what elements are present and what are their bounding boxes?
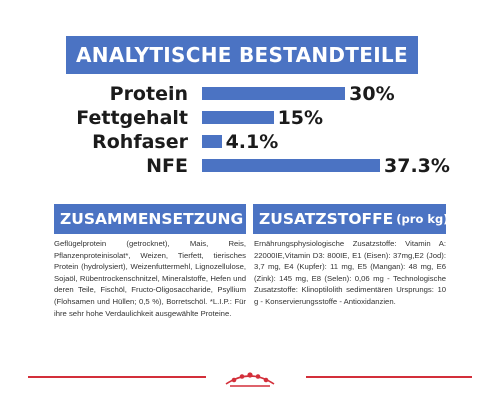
nutrient-bar: [202, 111, 274, 124]
nutrient-label: Rohfaser: [92, 131, 188, 153]
nutrient-value: 15%: [277, 107, 324, 129]
nutrient-label: Fettgehalt: [76, 107, 188, 129]
additives-text: Ernährungsphysiologische Zusatzstoffe: V…: [254, 239, 446, 306]
additives-title: ZUSATZSTOFFE: [259, 210, 394, 228]
composition-title: ZUSAMMENSETZUNG: [60, 210, 244, 228]
royal-canin-crown-icon: [220, 366, 280, 388]
nutrient-bar: [202, 87, 346, 100]
nutrient-row-nfe: NFE 37.3%: [0, 153, 500, 179]
header-band: ANALYTISCHE BESTANDTEILE: [66, 36, 418, 74]
nutrient-value: 4.1%: [225, 131, 279, 153]
footer-line-left: [28, 376, 206, 378]
additives-title-suffix: (pro kg): [396, 212, 449, 226]
nutrient-row-rohfaser: Rohfaser 4.1%: [0, 129, 500, 155]
nutrient-bar: [202, 135, 222, 148]
page-title: ANALYTISCHE BESTANDTEILE: [76, 43, 408, 67]
nutrient-row-fettgehalt: Fettgehalt 15%: [0, 105, 500, 131]
nutrient-row-protein: Protein 30%: [0, 81, 500, 107]
composition-text: Geflügelprotein (getrocknet), Mais, Reis…: [54, 239, 246, 318]
additives-header: ZUSATZSTOFFE (pro kg): [253, 204, 449, 234]
nutrient-bar: [202, 159, 380, 172]
nutrient-label: NFE: [146, 155, 188, 177]
nutrient-label: Protein: [109, 83, 188, 105]
nutrient-value: 30%: [349, 83, 395, 105]
footer-line-right: [306, 376, 472, 378]
nutrient-value: 37.3%: [384, 155, 450, 177]
composition-header: ZUSAMMENSETZUNG: [54, 204, 246, 234]
